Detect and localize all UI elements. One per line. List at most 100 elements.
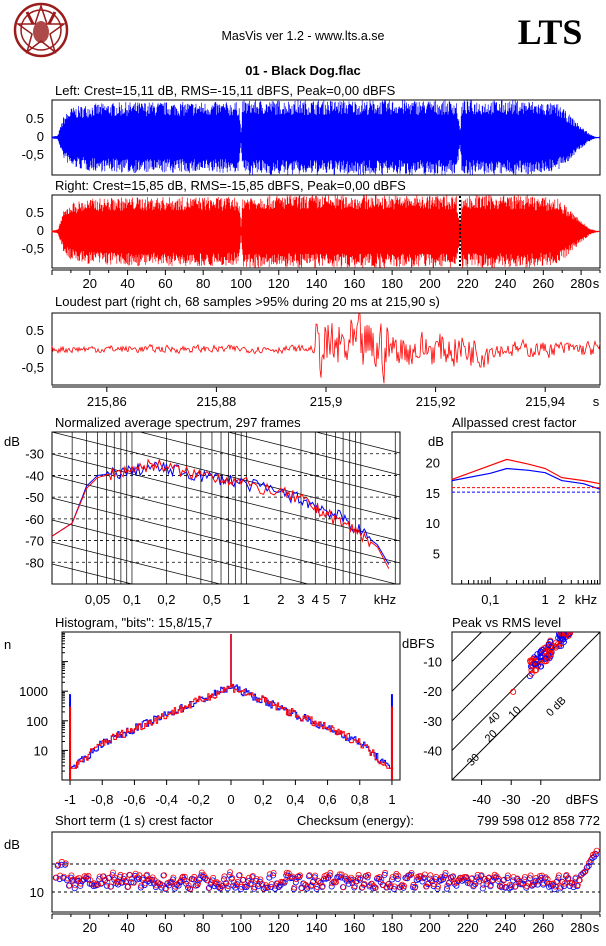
- slope-line: [52, 563, 134, 584]
- crest-point: [190, 876, 197, 883]
- waveform-trace: [51, 100, 601, 175]
- crest-point: [504, 875, 511, 882]
- peak-rms-point: [510, 688, 517, 695]
- axis-tick-label: 240: [495, 276, 517, 291]
- crest-unit-label: kHz: [575, 592, 597, 607]
- crest-point: [442, 870, 449, 877]
- crest-ytick-label: 15: [426, 486, 440, 501]
- crest-point: [319, 884, 326, 891]
- waveform-trace: [51, 195, 601, 268]
- slope-line: [138, 432, 400, 498]
- crest-point: [160, 872, 167, 879]
- crest-point: [206, 884, 213, 891]
- crest-point: [110, 869, 117, 876]
- spectrum-unit-label: kHz: [374, 592, 396, 607]
- crest-xtick-label: 0,1: [481, 592, 499, 607]
- peak-rms-frame: [451, 631, 601, 781]
- diagonal-label: 0 dB: [544, 695, 568, 719]
- crest-point: [236, 872, 243, 879]
- crest-factor-plot: 20 15 10 5 0,1 1 2 kHz: [426, 455, 601, 607]
- crest-point: [66, 882, 73, 889]
- axis-tick-label: 280: [570, 276, 592, 291]
- axis-tick-label: 100: [230, 276, 252, 291]
- crest-point: [232, 884, 239, 891]
- crest-point: [559, 879, 566, 886]
- crest-point: [115, 881, 122, 888]
- axis-tick-label: 215,94: [525, 394, 565, 409]
- peak-rms-point: [547, 644, 554, 651]
- spectrum-series: [52, 457, 390, 569]
- peak-rms-point: [546, 655, 553, 662]
- axis-tick-label: 260: [532, 920, 554, 935]
- crest-point: [555, 874, 562, 881]
- crest-point: [281, 878, 288, 885]
- crest-point: [125, 883, 132, 890]
- spectrum-grid: [52, 432, 400, 584]
- crest-point: [326, 872, 333, 879]
- crest-point: [103, 882, 110, 889]
- lts-logo: [13, 2, 69, 58]
- time-axis: 20 40 60 80 100 120 140 160 180 200 220 240 260 280 s: [51, 269, 601, 291]
- crest-point: [64, 875, 71, 882]
- peak-rms-point: [556, 632, 563, 638]
- crest-point: [130, 879, 137, 886]
- crest-point: [434, 885, 441, 892]
- crest-point: [501, 876, 508, 883]
- left-ytick-label: -0,5: [22, 147, 44, 162]
- crest-point: [412, 883, 419, 890]
- diagonal-label: 40: [486, 710, 503, 727]
- histogram-xtick-label: -0,8: [91, 792, 113, 807]
- crest-point: [276, 882, 283, 889]
- crest-point: [247, 880, 254, 887]
- crest-point: [477, 873, 484, 880]
- crest-point: [479, 885, 486, 892]
- left-waveform-title: Left: Crest=15,11 dB, RMS=-15,11 dBFS, P…: [55, 83, 396, 98]
- peak-rms-ytick-label: -10: [423, 655, 442, 670]
- crest-factor-ylabel: dB: [428, 434, 444, 449]
- crest-point: [179, 873, 186, 880]
- crest-ytick-label: 5: [433, 547, 440, 562]
- peak-rms-ytick-label: -20: [423, 684, 442, 699]
- slope-line: [314, 432, 400, 454]
- crest-point: [227, 869, 234, 876]
- crest-point: [149, 876, 156, 883]
- slope-line: [226, 432, 400, 476]
- histogram-title: Histogram, "bits": 15,8/15,7: [55, 615, 212, 630]
- crest-point: [510, 874, 517, 881]
- axis-tick-label: 160: [343, 276, 365, 291]
- crest-point: [563, 872, 570, 879]
- crest-point: [593, 851, 600, 858]
- crest-point: [432, 876, 439, 883]
- loud-ytick-label: 0: [37, 342, 44, 357]
- crest-point: [223, 879, 230, 886]
- spectrum-xtick-label: 3: [297, 592, 304, 607]
- axis-tick-label: 220: [457, 920, 479, 935]
- spectrum-xtick-label: 0,2: [157, 592, 175, 607]
- crest-point: [117, 871, 124, 878]
- spectrum-series: [52, 461, 390, 565]
- histogram-ytick-label: 10: [34, 743, 48, 758]
- axis-tick-label: 200: [419, 276, 441, 291]
- crest-point: [224, 885, 231, 892]
- crest-point: [534, 881, 541, 888]
- diagonal-line: [452, 632, 572, 752]
- spectrum-xtick-label: 5: [323, 592, 330, 607]
- crest-point: [329, 880, 336, 887]
- crest-point: [338, 874, 345, 881]
- crest-point: [134, 874, 141, 881]
- crest-point: [453, 882, 460, 889]
- axis-unit-label: s: [593, 276, 600, 291]
- crest-xtick-label: 2: [558, 592, 565, 607]
- crest-point: [315, 878, 322, 885]
- crest-point: [302, 881, 309, 888]
- crest-point: [194, 880, 201, 887]
- crest-point: [264, 884, 271, 891]
- slope-line: [52, 541, 222, 584]
- crest-series: [451, 467, 601, 490]
- crest-point: [157, 880, 164, 887]
- axis-tick-label: 215,92: [416, 394, 456, 409]
- crest-point: [571, 881, 578, 888]
- crest-point: [135, 875, 142, 882]
- peak-rms-xtick-label: -40: [472, 792, 491, 807]
- crest-point: [394, 876, 401, 883]
